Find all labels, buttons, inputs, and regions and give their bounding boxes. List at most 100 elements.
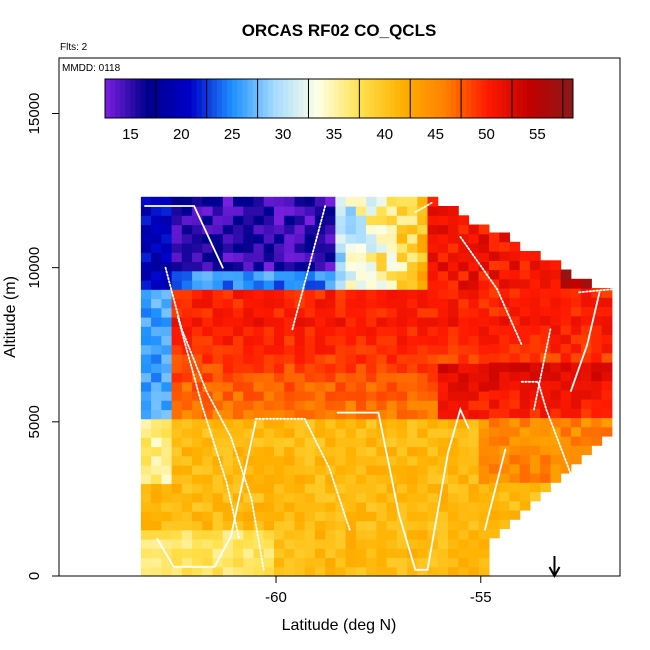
- heatmap-cell: [284, 252, 295, 263]
- heatmap-cell: [294, 511, 306, 522]
- heatmap-cell: [570, 315, 582, 326]
- heatmap-cell: [407, 363, 418, 374]
- heatmap-cell: [407, 428, 418, 438]
- heatmap-cell: [468, 243, 480, 253]
- heatmap-cell: [417, 557, 429, 568]
- heatmap-cell: [202, 307, 214, 318]
- heatmap-cell: [181, 418, 193, 429]
- heatmap-cell: [274, 400, 285, 411]
- heatmap-cell: [222, 307, 234, 318]
- heatmap-cell: [161, 520, 173, 531]
- heatmap-cell: [335, 409, 347, 420]
- heatmap-cell: [417, 289, 429, 300]
- heatmap-cell: [274, 529, 285, 540]
- heatmap-cell: [233, 243, 244, 253]
- heatmap-cell: [468, 233, 480, 244]
- heatmap-cell: [417, 418, 429, 429]
- heatmap-cell: [325, 344, 336, 355]
- heatmap-cell: [560, 463, 572, 474]
- heatmap-cell: [437, 455, 449, 466]
- heatmap-cell: [192, 280, 203, 290]
- heatmap-cell: [202, 566, 214, 577]
- heatmap-cell: [591, 417, 603, 428]
- heatmap-cell: [274, 520, 285, 531]
- heatmap-cell: [222, 566, 234, 577]
- heatmap-cell: [212, 557, 224, 568]
- heatmap-cell: [304, 233, 316, 244]
- heatmap-cell: [366, 566, 377, 577]
- heatmap-cell: [550, 325, 562, 335]
- heatmap-cell: [181, 381, 193, 392]
- heatmap-cell: [263, 539, 275, 549]
- heatmap-cell: [345, 455, 357, 466]
- heatmap-cell: [529, 352, 541, 363]
- heatmap-cell: [540, 343, 551, 354]
- heatmap-cell: [499, 325, 510, 335]
- heatmap-cell: [468, 511, 480, 522]
- heatmap-cell: [427, 252, 439, 263]
- heatmap-cell: [335, 252, 347, 263]
- heatmap-cell: [427, 215, 439, 226]
- heatmap-cell: [448, 455, 459, 466]
- heatmap-cell: [396, 317, 408, 327]
- heatmap-cell: [161, 224, 173, 235]
- heatmap-cell: [284, 465, 295, 475]
- colorbar-swatch: [272, 79, 279, 118]
- heatmap-cell: [468, 548, 480, 559]
- heatmap-cell: [386, 381, 398, 392]
- heatmap-cell: [427, 363, 439, 374]
- heatmap-cell: [448, 511, 459, 522]
- heatmap-cell: [161, 529, 173, 540]
- heatmap-cell: [304, 520, 316, 531]
- heatmap-cell: [304, 529, 316, 540]
- heatmap-cell: [478, 317, 490, 327]
- heatmap-cell: [171, 381, 183, 392]
- heatmap-cell: [407, 307, 418, 318]
- heatmap-cell: [181, 326, 193, 337]
- heatmap-cell: [478, 520, 490, 531]
- heatmap-cell: [151, 437, 162, 448]
- heatmap-cell: [274, 326, 285, 337]
- heatmap-cell: [140, 307, 152, 318]
- heatmap-cell: [458, 455, 470, 466]
- heatmap-cell: [314, 326, 326, 337]
- heatmap-cell: [243, 344, 255, 355]
- heatmap-cell: [192, 270, 203, 281]
- heatmap-cell: [294, 566, 306, 577]
- heatmap-cell: [314, 400, 326, 411]
- colorbar-swatch: [125, 79, 131, 118]
- heatmap-cell: [355, 307, 367, 318]
- heatmap-cell: [366, 474, 377, 485]
- flight-track: [459, 235, 523, 346]
- colorbar-swatch: [384, 79, 391, 118]
- heatmap-cell: [222, 326, 234, 337]
- colorbar-swatch: [339, 79, 345, 118]
- heatmap-cell: [386, 428, 398, 438]
- heatmap-cell: [519, 278, 531, 289]
- colorbar-swatch: [542, 79, 549, 118]
- heatmap-cell: [345, 502, 357, 512]
- heatmap-cell: [151, 465, 162, 475]
- heatmap-cell: [437, 391, 449, 401]
- heatmap-cell: [458, 326, 470, 337]
- heatmap-cell: [304, 566, 316, 577]
- heatmap-cell: [601, 343, 613, 354]
- heatmap-cell: [140, 400, 152, 411]
- heatmap-cell: [345, 409, 357, 420]
- heatmap-cell: [314, 502, 326, 512]
- heatmap-cell: [335, 326, 347, 337]
- heatmap-cell: [417, 502, 429, 512]
- heatmap-cell: [181, 428, 193, 438]
- heatmap-cell: [550, 315, 562, 326]
- heatmap-cell: [140, 548, 152, 559]
- heatmap-cell: [437, 317, 449, 327]
- heatmap-cell: [294, 326, 306, 337]
- heatmap-cell: [171, 511, 183, 522]
- heatmap-cell: [529, 389, 541, 400]
- heatmap-cell: [376, 539, 388, 549]
- heatmap-cell: [284, 381, 295, 392]
- heatmap-cell: [151, 400, 162, 411]
- heatmap-cell: [396, 252, 408, 263]
- heatmap-cell: [601, 325, 613, 335]
- heatmap-cell: [263, 566, 275, 577]
